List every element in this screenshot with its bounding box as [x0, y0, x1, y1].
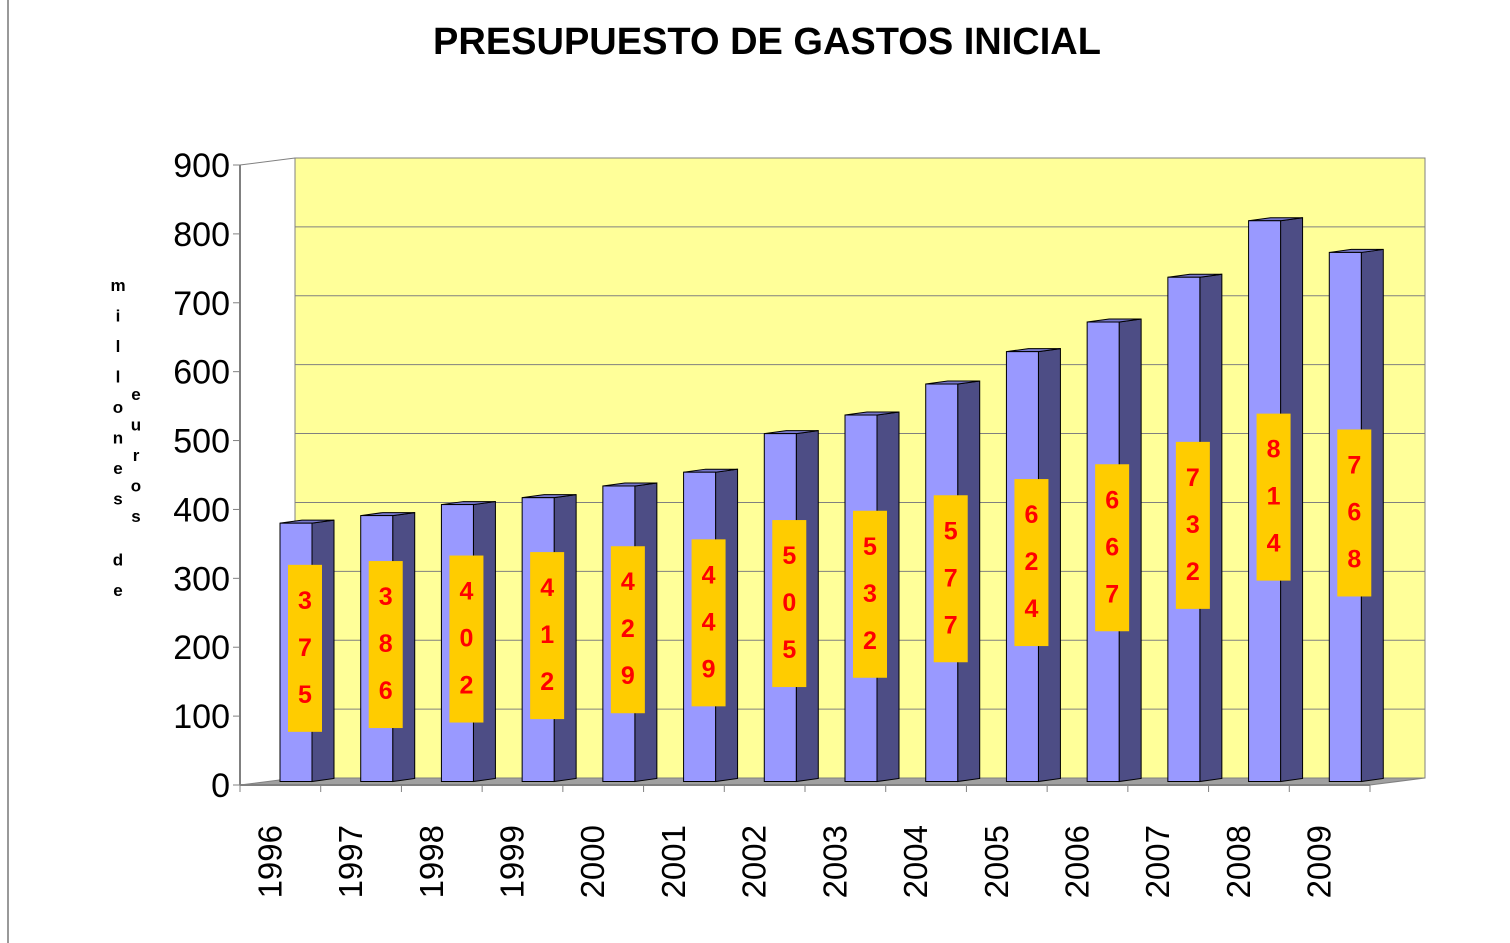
x-tick-label: 1999: [494, 825, 531, 898]
floor: [239, 777, 1426, 786]
x-tick-label: 1997: [332, 825, 369, 898]
x-tick-label: 2007: [1139, 825, 1176, 898]
x-tick-label: 2006: [1059, 825, 1096, 898]
y-tick-label: 900: [173, 147, 230, 185]
y-tick-label: 300: [173, 560, 230, 598]
value-label-box: [1337, 429, 1372, 597]
x-tick-label: 2003: [816, 825, 853, 898]
y-tick-label: 200: [173, 629, 230, 667]
y-tick-label: 800: [173, 216, 230, 254]
value-label-box: [1256, 413, 1291, 581]
value-label-box: [368, 561, 403, 729]
x-tick-label: 1998: [413, 825, 450, 898]
y-tick-label: 500: [173, 423, 230, 461]
value-label-box: [772, 520, 807, 688]
value-label-box: [691, 539, 726, 707]
value-label-box: [853, 510, 887, 678]
value-label-box: [1095, 464, 1130, 632]
y-tick-label: 0: [211, 767, 230, 805]
y-tick-label: 100: [173, 698, 230, 736]
x-tick-label: 1996: [251, 825, 288, 898]
side-wall-edge: [239, 157, 296, 166]
y-tick-label: 700: [173, 285, 230, 323]
value-label-box: [610, 546, 645, 714]
value-label-box: [449, 555, 484, 723]
value-label-box: [1014, 479, 1049, 647]
chart-title: PRESUPUESTO DE GASTOS INICIAL: [433, 21, 1101, 63]
x-tick-label: 2000: [574, 825, 611, 898]
x-tick-label: 2004: [897, 825, 934, 898]
value-label-box: [933, 495, 968, 663]
x-tick-label: 2001: [655, 825, 692, 898]
x-tick-label: 2005: [978, 825, 1015, 898]
value-label-box: [1175, 441, 1210, 609]
y-tick-label: 400: [173, 491, 230, 529]
value-label-box: [530, 552, 565, 720]
x-tick-label: 2009: [1301, 825, 1338, 898]
y-tick-label: 600: [173, 354, 230, 392]
x-tick-label: 2008: [1220, 825, 1257, 898]
value-label-box: [288, 564, 322, 732]
x-tick-label: 2002: [736, 825, 773, 898]
